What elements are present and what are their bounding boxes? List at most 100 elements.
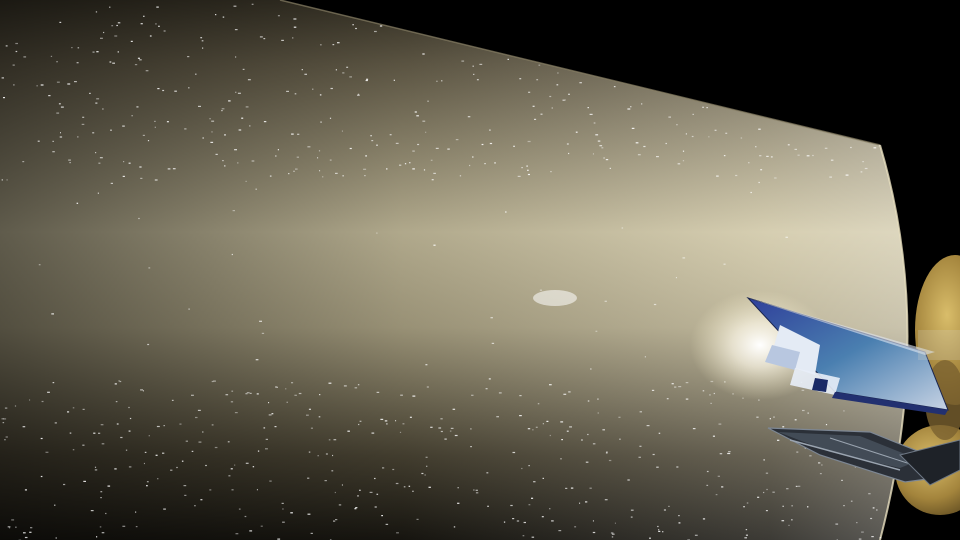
speckle: [36, 85, 38, 87]
speckle: [148, 435, 150, 437]
speckle: [163, 425, 165, 427]
speckle: [249, 125, 251, 127]
speckle: [188, 87, 190, 89]
speckle: [386, 168, 388, 170]
speckle: [475, 492, 479, 494]
speckle: [198, 441, 202, 443]
speckle: [639, 411, 642, 413]
speckle: [656, 156, 659, 158]
speckle: [112, 62, 115, 64]
speckle: [154, 126, 156, 128]
speckle: [47, 391, 50, 393]
speckle: [119, 380, 122, 383]
speckle: [130, 40, 133, 42]
speckle: [608, 459, 612, 462]
speckle: [138, 217, 140, 220]
speckle: [676, 124, 678, 126]
speckle: [494, 162, 496, 164]
speckle: [117, 51, 119, 53]
speckle: [422, 53, 425, 55]
speckle: [94, 466, 97, 468]
speckle: [587, 107, 589, 109]
speckle: [277, 538, 281, 540]
speckle: [702, 518, 706, 520]
speckle: [412, 395, 416, 397]
speckle: [570, 487, 574, 489]
speckle: [135, 526, 138, 528]
speckle: [619, 438, 621, 440]
truss-arm: [767, 427, 960, 486]
speckle: [652, 453, 655, 456]
speckle: [791, 519, 793, 521]
speckle: [379, 25, 383, 27]
speckle: [605, 452, 608, 454]
speckle: [551, 520, 554, 522]
speckle: [147, 343, 150, 346]
speckle: [349, 147, 352, 150]
speckle: [538, 64, 541, 66]
speckle: [202, 47, 204, 49]
speckle: [666, 398, 669, 400]
speckle: [637, 154, 641, 156]
speckle: [763, 491, 765, 494]
speckle: [139, 59, 142, 61]
speckle: [551, 107, 553, 109]
speckle: [307, 513, 311, 515]
speckle: [82, 444, 85, 446]
speckle: [469, 164, 471, 167]
speckle: [801, 389, 805, 391]
speckle: [200, 499, 203, 501]
speckle: [256, 489, 258, 491]
speckle: [320, 121, 322, 123]
speckle: [98, 432, 101, 434]
speckle: [589, 113, 593, 115]
speckle: [324, 480, 327, 482]
speckle: [77, 136, 79, 138]
speckle: [100, 424, 104, 426]
speckle: [597, 140, 601, 142]
speckle: [542, 477, 544, 479]
speckle: [51, 313, 54, 315]
speckle: [99, 526, 102, 528]
speckle: [122, 125, 125, 127]
speckle: [568, 152, 570, 155]
speckle: [374, 506, 377, 508]
speckle: [748, 162, 750, 164]
speckle: [23, 56, 27, 58]
speckle: [38, 264, 41, 266]
speckle: [118, 380, 120, 382]
speckle: [513, 145, 515, 147]
speckle: [658, 432, 661, 434]
speckle: [685, 133, 687, 135]
speckle: [215, 14, 217, 16]
speckle: [191, 450, 194, 452]
speckle: [52, 151, 55, 153]
speckle: [433, 172, 436, 174]
speckle: [412, 150, 415, 152]
speckle: [295, 168, 298, 170]
speckle: [140, 389, 143, 391]
speckle: [59, 21, 62, 23]
speckle: [702, 390, 705, 392]
speckle: [604, 499, 608, 501]
speckle: [234, 29, 238, 31]
speckle: [185, 440, 188, 442]
speckle: [484, 163, 486, 165]
speckle: [292, 37, 294, 39]
speckle: [417, 143, 420, 146]
speckle: [269, 480, 272, 482]
speckle: [540, 113, 543, 115]
speckle: [678, 386, 682, 388]
speckle: [595, 134, 599, 136]
speckle: [263, 38, 266, 40]
speckle: [187, 56, 190, 58]
speckle: [67, 411, 70, 413]
speckle: [4, 439, 6, 441]
speckle: [322, 176, 324, 178]
speckle: [384, 420, 388, 422]
speckle: [67, 83, 71, 85]
speckle: [100, 497, 102, 499]
speckle: [758, 399, 760, 401]
speckle: [519, 415, 522, 417]
speckle: [854, 466, 856, 468]
